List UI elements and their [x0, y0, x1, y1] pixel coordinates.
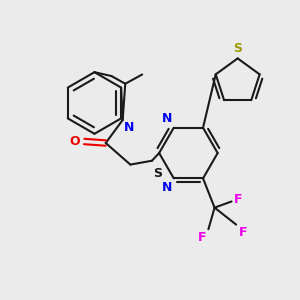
Text: O: O: [70, 135, 80, 148]
Text: N: N: [124, 122, 135, 134]
Text: F: F: [198, 231, 206, 244]
Text: N: N: [162, 112, 172, 124]
Text: N: N: [162, 182, 172, 194]
Text: S: S: [233, 42, 242, 55]
Text: S: S: [154, 167, 163, 180]
Text: F: F: [234, 194, 242, 206]
Text: F: F: [238, 226, 247, 239]
